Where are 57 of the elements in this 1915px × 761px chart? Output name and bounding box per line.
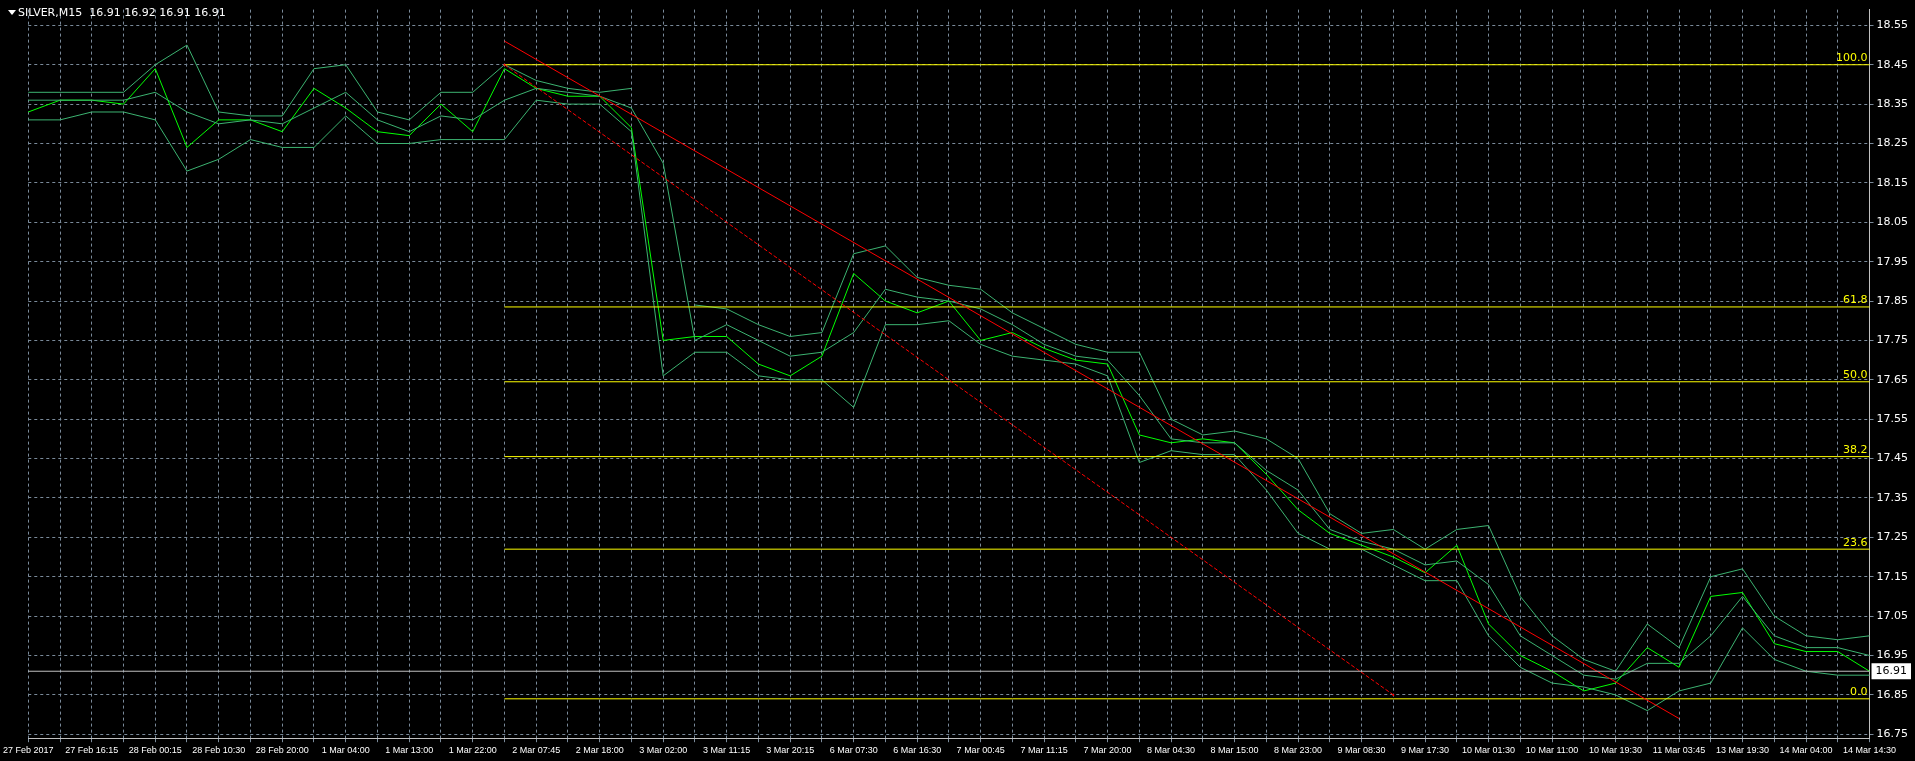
chart-title: SILVER,M15 16.91 16.92 16.91 16.91	[18, 5, 226, 19]
series-label: 38.2	[1843, 442, 1868, 456]
x-tick-label: 8 Mar 15:00	[1210, 745, 1259, 756]
y-tick-label: 17.65	[1876, 372, 1909, 386]
x-tick-label: 14 Mar 14:30	[1842, 745, 1897, 756]
x-tick-label: 27 Feb 16:15	[65, 745, 119, 756]
y-tick-label: 18.05	[1876, 215, 1909, 229]
series-label: 100.0	[1836, 51, 1868, 65]
y-tick-label: 17.25	[1876, 530, 1909, 544]
series-label: 61.8	[1843, 293, 1868, 307]
y-tick-label: 17.95	[1876, 254, 1909, 268]
x-tick-label: 9 Mar 17:30	[1401, 745, 1450, 756]
x-tick-label: 3 Mar 20:15	[766, 745, 815, 756]
x-tick-label: 14 Mar 04:00	[1779, 745, 1833, 756]
x-tick-label: 9 Mar 08:30	[1337, 745, 1386, 756]
y-tick-label: 17.55	[1876, 412, 1909, 426]
x-tick-label: 8 Mar 04:30	[1147, 745, 1196, 756]
x-tick-label: 7 Mar 11:15	[1020, 745, 1068, 756]
x-tick-label: 2 Mar 18:00	[575, 745, 624, 756]
y-tick-label: 18.45	[1876, 57, 1909, 71]
y-tick-label: 18.35	[1876, 96, 1909, 110]
x-tick-label: 3 Mar 02:00	[639, 745, 688, 756]
x-tick-label: 13 Mar 19:30	[1716, 745, 1770, 756]
series-label: 0.0	[1850, 685, 1868, 699]
y-tick-label: 16.85	[1876, 687, 1909, 701]
x-tick-label: 11 Mar 03:45	[1652, 745, 1706, 756]
series-label: 23.6	[1843, 535, 1868, 549]
x-tick-label: 1 Mar 13:00	[385, 745, 434, 756]
y-tick-label: 18.25	[1876, 136, 1909, 150]
y-tick-label: 18.55	[1876, 18, 1909, 32]
x-tick-label: 1 Mar 04:00	[321, 745, 370, 756]
series-label: 50.0	[1843, 368, 1868, 382]
x-tick-label: 1 Mar 22:00	[448, 745, 497, 756]
x-tick-label: 28 Feb 10:30	[192, 745, 246, 756]
x-tick-label: 3 Mar 11:15	[702, 745, 751, 756]
x-tick-label: 6 Mar 16:30	[893, 745, 942, 756]
x-tick-label: 2 Mar 07:45	[512, 745, 561, 756]
y-tick-label: 16.95	[1876, 648, 1909, 662]
x-tick-label: 28 Feb 20:00	[255, 745, 309, 756]
y-tick-label: 16.75	[1876, 727, 1909, 741]
x-tick-label: 28 Feb 00:15	[128, 745, 182, 756]
y-tick-label: 17.45	[1876, 451, 1909, 465]
x-tick-label: 8 Mar 23:00	[1274, 745, 1323, 756]
y-tick-label: 17.05	[1876, 608, 1909, 622]
x-tick-label: 6 Mar 07:30	[829, 745, 878, 756]
x-tick-label: 7 Mar 20:00	[1083, 745, 1132, 756]
y-tick-label: 17.75	[1876, 333, 1909, 347]
y-tick-label: 17.85	[1876, 293, 1909, 307]
y-tick-label: 17.35	[1876, 490, 1909, 504]
ref-line-label: 16.91	[1875, 664, 1908, 678]
y-tick-label: 17.15	[1876, 569, 1909, 583]
x-tick-label: 10 Mar 01:30	[1462, 745, 1516, 756]
x-tick-label: 27 Feb 2017	[3, 745, 54, 756]
x-tick-label: 7 Mar 00:45	[956, 745, 1005, 756]
x-tick-label: 10 Mar 19:30	[1589, 745, 1643, 756]
y-tick-label: 18.15	[1876, 175, 1909, 189]
x-tick-label: 10 Mar 11:00	[1525, 745, 1579, 756]
